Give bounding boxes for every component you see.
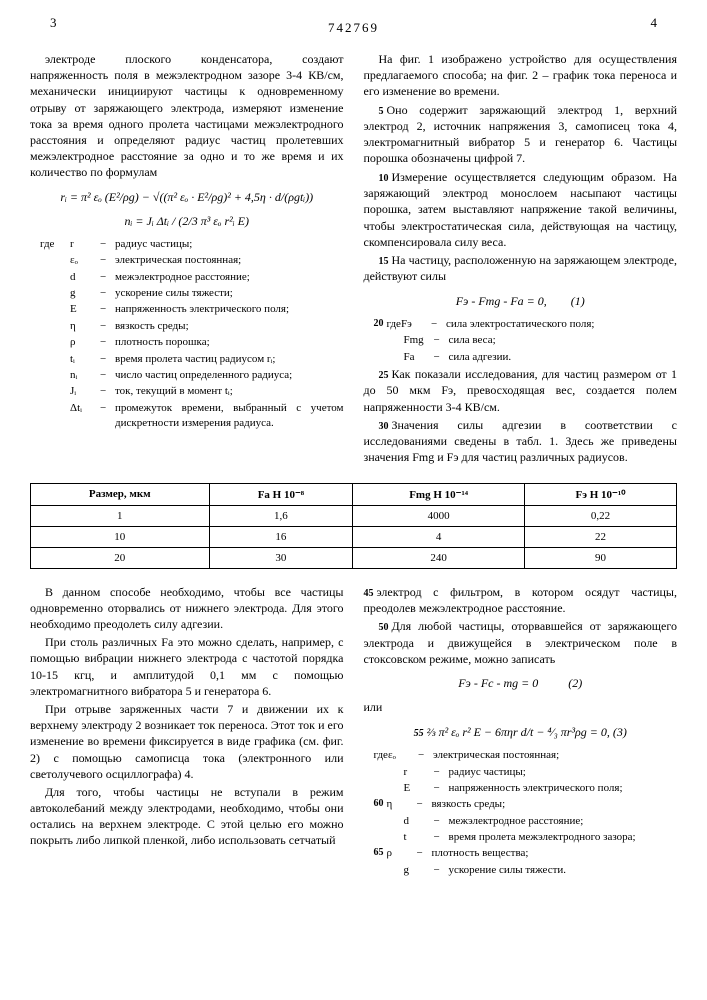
table-row: 203024090 (31, 547, 677, 568)
right-para-1: На фиг. 1 изображено устройство для осущ… (364, 51, 678, 100)
where-intro: где (40, 237, 70, 252)
formula-eq3: 55⅔ π² εₒ r² E − 6πηr d/t − ⁴⁄₃ πr³ρg = … (364, 724, 678, 741)
bl-para-2: При столь различных Fа это можно сделать… (30, 634, 344, 699)
right-para-3: 10Измерение осуществляется следующим обр… (364, 169, 678, 250)
bl-para-4: Для того, чтобы частицы не вступали в ре… (30, 784, 344, 849)
table-header-row: Размер, мкм Fа Н 10⁻⁸ Fmg Н 10⁻¹⁴ Fэ Н 1… (31, 483, 677, 505)
formula-eq2: Fэ - Fс - mg = 0 (2) (364, 675, 678, 691)
left-where-list: гдеr−радиус частицы; εₒ−электрическая по… (40, 237, 344, 432)
bottom-right-column: 45электрод с фильтром, в котором осядут … (364, 584, 678, 880)
page-number-left: 3 (50, 15, 57, 31)
bl-para-1: В данном способе необходимо, чтобы все ч… (30, 584, 344, 633)
right-para-5: 25Как показали исследования, для частиц … (364, 366, 678, 415)
lower-columns: В данном способе необходимо, чтобы все ч… (30, 584, 677, 880)
table-row: 11,640000,22 (31, 505, 677, 526)
formula-eq1: Fэ - Fmg - Fа = 0, (1) (364, 293, 678, 309)
table-row: 1016422 (31, 526, 677, 547)
br-where-list: где εₒ−электрическая постоянная; r−радиу… (374, 748, 678, 878)
br-para-2: 50Для любой частицы, оторвавшейся от зар… (364, 618, 678, 667)
formula-n: nᵢ = Jᵢ Δtᵢ / (2/3 π³ εₒ r²ᵢ E) (30, 213, 344, 229)
page-number-right: 4 (651, 15, 658, 31)
right-para-2: 5Оно содержит заряжающий электрод 1, вер… (364, 102, 678, 167)
or-text: или (364, 699, 678, 715)
formula-r: rᵢ = π² εₒ (E²/ρg) − √((π² εₒ · E²/ρg)² … (30, 189, 344, 205)
document-number: 742769 (328, 20, 379, 35)
bottom-left-column: В данном способе необходимо, чтобы все ч… (30, 584, 344, 880)
right-para-6: 30Значения силы адгезии в соответствии с… (364, 417, 678, 466)
table-header: Fа Н 10⁻⁸ (209, 483, 353, 505)
upper-columns: электроде плоского конденсатора, создают… (30, 51, 677, 468)
data-table: Размер, мкм Fа Н 10⁻⁸ Fmg Н 10⁻¹⁴ Fэ Н 1… (30, 483, 677, 569)
table-header: Fmg Н 10⁻¹⁴ (353, 483, 525, 505)
table-header: Размер, мкм (31, 483, 210, 505)
right-where-list: 20где Fэ−сила электростатического поля; … (374, 317, 678, 365)
br-para-1: 45электрод с фильтром, в котором осядут … (364, 584, 678, 617)
right-para-4: 15На частицу, расположенную на заряжающе… (364, 252, 678, 285)
right-column: На фиг. 1 изображено устройство для осущ… (364, 51, 678, 468)
bl-para-3: При отрыве заряженных части 7 и движении… (30, 701, 344, 782)
left-column: электроде плоского конденсатора, создают… (30, 51, 344, 468)
left-para-1: электроде плоского конденсатора, создают… (30, 51, 344, 181)
table-header: Fэ Н 10⁻¹⁰ (525, 483, 677, 505)
